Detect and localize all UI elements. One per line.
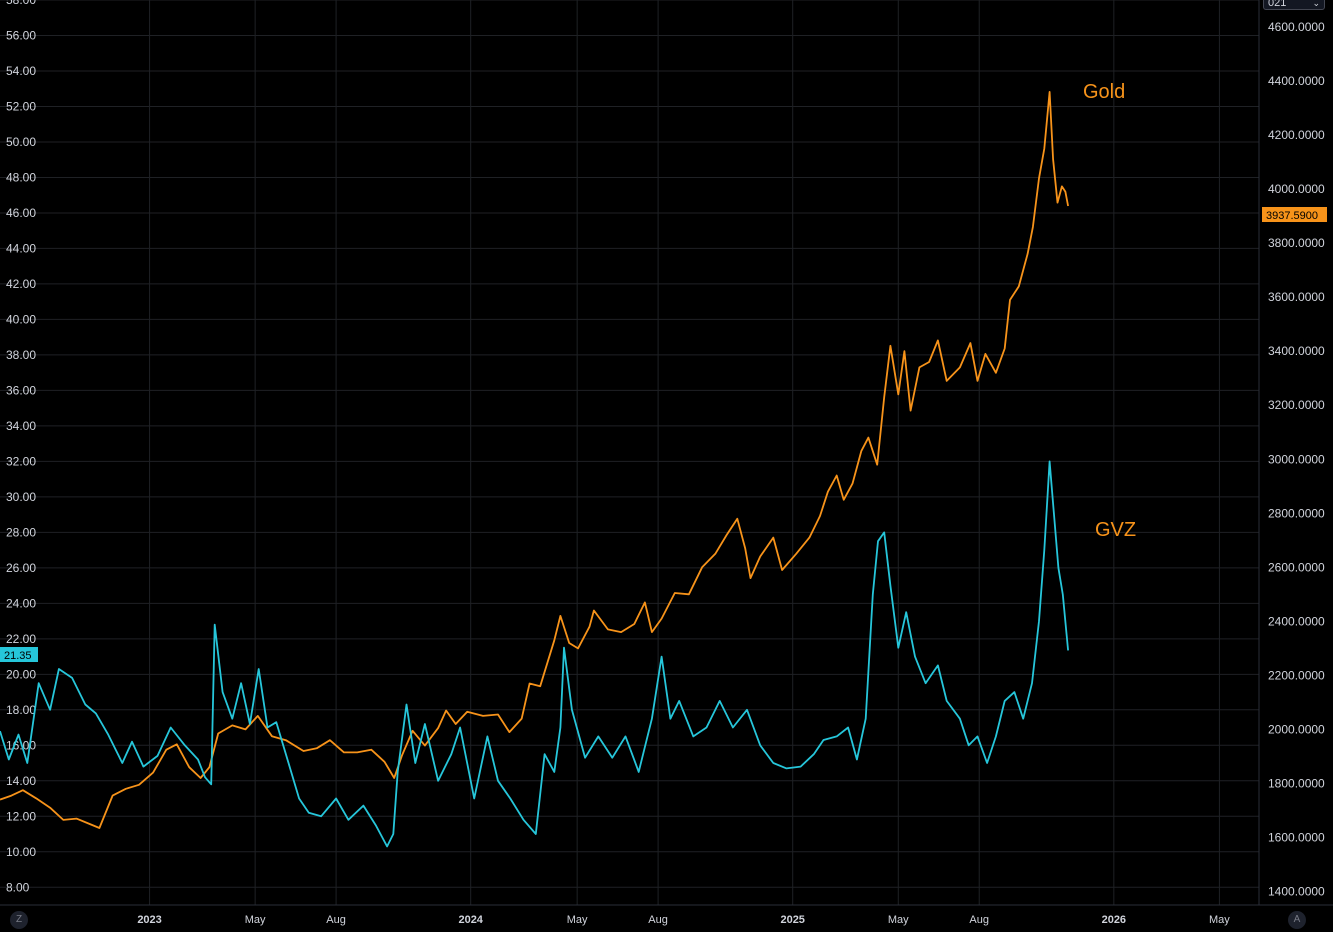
left-tick-label: 12.00 [6, 809, 36, 823]
left-tick-label: 54.00 [6, 64, 36, 78]
right-tick-label: 4000.0000 [1268, 182, 1325, 196]
left-tick-label: 14.00 [6, 774, 36, 788]
left-tick-label: 38.00 [6, 348, 36, 362]
right-tick-label: 4200.0000 [1268, 128, 1325, 142]
left-tick-label: 18.00 [6, 703, 36, 717]
left-tick-label: 42.00 [6, 277, 36, 291]
right-tick-label: 3000.0000 [1268, 452, 1325, 466]
left-tick-label: 30.00 [6, 490, 36, 504]
time-tick-label: Aug [969, 914, 989, 926]
auto-scale-button[interactable]: A [1288, 911, 1306, 929]
left-tick-label: 32.00 [6, 454, 36, 468]
interval-value: 021 [1268, 0, 1287, 9]
right-tick-label: 2000.0000 [1268, 722, 1325, 736]
chevron-down-icon: ⌄ [1312, 0, 1320, 8]
left-tick-label: 48.00 [6, 170, 36, 184]
time-tick-label: 2024 [458, 914, 483, 926]
time-tick-label: May [567, 914, 588, 926]
time-tick-label: May [888, 914, 909, 926]
time-tick-label: 2025 [780, 914, 804, 926]
left-tick-label: 24.00 [6, 596, 36, 610]
right-tick-label: 4600.0000 [1268, 20, 1325, 34]
grid-lines [0, 0, 1259, 905]
left-tick-label: 52.00 [6, 99, 36, 113]
left-tick-label: 20.00 [6, 667, 36, 681]
right-tick-label: 1600.0000 [1268, 830, 1325, 844]
time-tick-label: 2026 [1102, 914, 1126, 926]
gvz-last-value-badge: 21.35 [0, 647, 38, 662]
left-tick-label: 28.00 [6, 525, 36, 539]
right-tick-label: 2800.0000 [1268, 506, 1325, 520]
time-tick-label: May [245, 914, 266, 926]
left-tick-label: 46.00 [6, 206, 36, 220]
left-tick-label: 36.00 [6, 383, 36, 397]
right-tick-label: 3400.0000 [1268, 344, 1325, 358]
right-tick-label: 2600.0000 [1268, 560, 1325, 574]
gvz-series-line [0, 460, 1069, 848]
right-tick-label: 3800.0000 [1268, 236, 1325, 250]
gvz-series-label: GVZ [1095, 519, 1136, 541]
left-tick-label: 58.00 [6, 0, 36, 7]
right-tick-label: 1400.0000 [1268, 884, 1325, 898]
right-tick-label: 3600.0000 [1268, 290, 1325, 304]
gold-series-label: Gold [1083, 81, 1125, 103]
right-tick-label: 2200.0000 [1268, 668, 1325, 682]
time-tick-label: May [1209, 914, 1230, 926]
left-tick-label: 10.00 [6, 845, 36, 859]
right-tick-label: 3200.0000 [1268, 398, 1325, 412]
gold-last-value: 3937.5900 [1266, 210, 1318, 222]
left-tick-label: 40.00 [6, 312, 36, 326]
left-tick-label: 8.00 [6, 880, 30, 894]
right-price-axis[interactable]: 1400.0000 1600.0000 1800.0000 2000.0000 2200… [1268, 20, 1325, 898]
interval-select[interactable]: 021 ⌄ [1263, 0, 1325, 10]
gvz-last-value: 21.35 [4, 650, 32, 662]
left-tick-label: 34.00 [6, 419, 36, 433]
right-tick-label: 4400.0000 [1268, 74, 1325, 88]
right-tick-label: 2400.0000 [1268, 614, 1325, 628]
time-tick-label: Aug [648, 914, 668, 926]
time-tick-label: 2023 [137, 914, 161, 926]
right-tick-label: 1800.0000 [1268, 776, 1325, 790]
left-tick-label: 44.00 [6, 241, 36, 255]
left-tick-label: 56.00 [6, 28, 36, 42]
left-tick-label: 50.00 [6, 135, 36, 149]
zoom-toggle-button[interactable]: Z [10, 911, 28, 929]
gold-last-value-badge: 3937.5900 [1262, 207, 1327, 222]
left-tick-label: 22.00 [6, 632, 36, 646]
time-tick-label: Aug [326, 914, 346, 926]
time-axis[interactable]: 2023 May Aug 2024 May Aug 2025 May Aug 2026 May [137, 914, 1230, 926]
left-tick-label: 26.00 [6, 561, 36, 575]
